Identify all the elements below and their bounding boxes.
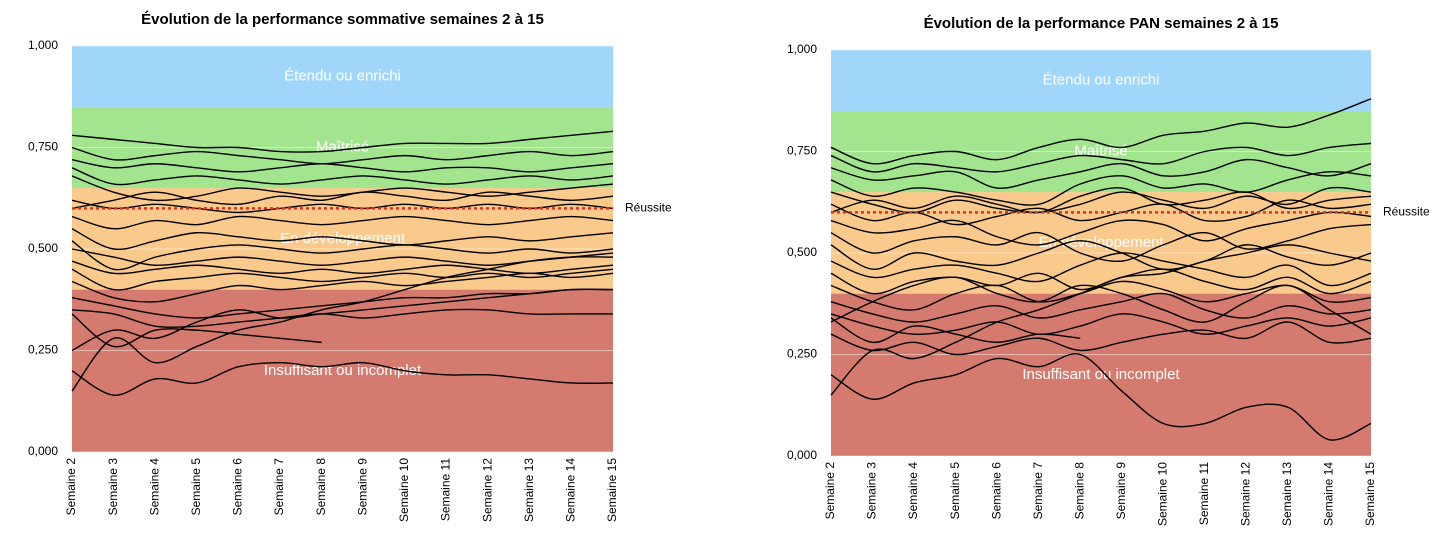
series-line	[71, 240, 614, 271]
y-tick-label: 0,750	[787, 144, 817, 158]
y-tick-label: 0,500	[787, 245, 817, 259]
x-tick-label: Semaine 13	[522, 458, 536, 522]
x-tick-label: Semaine 5	[189, 458, 203, 516]
x-tick-label: Semaine 11	[1197, 462, 1211, 525]
band	[831, 50, 1371, 111]
y-tick-label: 1,000	[28, 38, 58, 52]
x-tick-label: Semaine 7	[272, 458, 286, 516]
x-tick-label: Semaine 9	[355, 458, 369, 516]
x-tick-label: Semaine 14	[564, 458, 578, 522]
series-line	[71, 256, 614, 392]
series-line	[830, 321, 1372, 356]
x-tick-label: Semaine 9	[1114, 462, 1128, 520]
y-tick-label: 0,250	[787, 347, 817, 361]
x-tick-label: Semaine 6	[231, 458, 245, 516]
series-line	[71, 288, 614, 352]
chart-panel: Évolution de la performance sommative se…	[28, 11, 672, 522]
series-line	[71, 228, 614, 251]
series-line	[830, 98, 1372, 165]
x-tick-label: Semaine 8	[314, 458, 328, 516]
series-line	[830, 292, 1372, 323]
x-tick-label: Semaine 10	[1155, 462, 1169, 526]
series-line	[71, 313, 322, 348]
x-tick-label: Semaine 7	[1031, 462, 1045, 520]
band-label: Insuffisant ou incomplet	[1022, 366, 1180, 383]
series-line	[71, 158, 614, 173]
band-label: En développement	[1038, 234, 1164, 251]
x-tick-label: Semaine 5	[948, 462, 962, 520]
y-tick-label: 0,000	[28, 444, 58, 458]
y-tick-label: 1,000	[787, 42, 817, 56]
y-tick-label: 0,250	[28, 343, 58, 357]
series-line	[830, 223, 1372, 263]
series-line	[71, 191, 614, 210]
band	[72, 106, 613, 189]
x-tick-label: Semaine 8	[1072, 462, 1086, 520]
x-tick-label: Semaine 13	[1280, 462, 1294, 526]
x-tick-label: Semaine 4	[906, 462, 920, 520]
chart-title: Évolution de la performance sommative se…	[141, 11, 544, 28]
band-label: Étendu ou enrichi	[1043, 71, 1160, 88]
series-line	[830, 240, 1372, 271]
y-tick-label: 0,000	[787, 448, 817, 462]
x-tick-label: Semaine 11	[439, 458, 453, 521]
series-line	[830, 252, 1372, 287]
x-tick-label: Semaine 2	[823, 462, 837, 520]
series-line	[830, 211, 1372, 246]
x-tick-label: Semaine 6	[989, 462, 1003, 520]
series-line	[71, 308, 613, 328]
series-line	[830, 276, 1372, 335]
series-line	[830, 158, 1372, 189]
x-tick-label: Semaine 2	[64, 458, 78, 516]
series-line	[71, 361, 614, 396]
series-line	[830, 187, 1372, 214]
series-line	[71, 272, 614, 303]
series-line	[830, 353, 1372, 441]
x-tick-label: Semaine 14	[1322, 462, 1336, 526]
x-tick-label: Semaine 12	[1239, 462, 1253, 526]
x-tick-label: Semaine 15	[605, 458, 619, 522]
series-line	[830, 244, 1372, 396]
x-tick-label: Semaine 3	[106, 458, 120, 516]
series-line	[830, 142, 1372, 173]
chart-title: Évolution de la performance PAN semaines…	[924, 15, 1279, 32]
series-line	[71, 268, 614, 291]
threshold-label: Réussite	[1383, 205, 1430, 219]
x-tick-label: Semaine 3	[865, 462, 879, 520]
series-line	[71, 146, 614, 165]
series-line	[830, 317, 1081, 344]
x-tick-label: Semaine 12	[480, 458, 494, 522]
series-line	[71, 215, 614, 230]
band	[72, 46, 613, 107]
x-tick-label: Semaine 15	[1363, 462, 1377, 526]
band-label: Maîtrisé	[316, 138, 369, 155]
series-line	[71, 130, 614, 153]
y-tick-label: 0,750	[28, 140, 58, 154]
series-line	[71, 199, 614, 214]
band-label: Étendu ou enrichi	[284, 67, 401, 84]
y-tick-label: 0,500	[28, 241, 58, 255]
x-tick-label: Semaine 4	[147, 458, 161, 516]
x-tick-label: Semaine 10	[397, 458, 411, 522]
series-line	[71, 167, 614, 186]
band	[831, 293, 1371, 456]
series-line	[830, 313, 1372, 336]
threshold-label: Réussite	[625, 201, 672, 215]
series-line	[830, 171, 1372, 206]
chart-panel: Évolution de la performance PAN semaines…	[787, 15, 1430, 526]
series-line	[71, 175, 614, 202]
